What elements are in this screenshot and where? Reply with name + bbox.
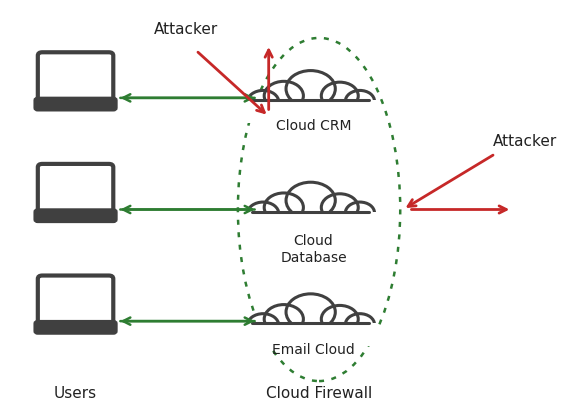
Circle shape — [346, 314, 374, 335]
Circle shape — [321, 194, 358, 221]
Bar — [243, 100, 378, 123]
FancyBboxPatch shape — [38, 52, 113, 103]
Circle shape — [321, 305, 358, 333]
Text: Email Cloud: Email Cloud — [272, 343, 355, 357]
Circle shape — [264, 81, 304, 110]
FancyBboxPatch shape — [38, 276, 113, 326]
Circle shape — [286, 182, 335, 219]
Circle shape — [247, 202, 279, 225]
FancyBboxPatch shape — [36, 210, 115, 221]
Bar — [243, 323, 378, 346]
FancyBboxPatch shape — [36, 99, 115, 109]
Text: Cloud Firewall: Cloud Firewall — [266, 386, 372, 401]
Bar — [243, 212, 378, 234]
Text: Attacker: Attacker — [154, 22, 218, 37]
Circle shape — [346, 91, 374, 112]
Bar — [249, 319, 373, 337]
Circle shape — [286, 294, 335, 330]
Text: Attacker: Attacker — [492, 134, 557, 149]
Circle shape — [346, 202, 374, 224]
FancyBboxPatch shape — [36, 322, 115, 333]
Text: Cloud
Database: Cloud Database — [280, 234, 347, 264]
Circle shape — [264, 305, 304, 334]
Bar — [249, 96, 373, 114]
Circle shape — [247, 91, 279, 114]
Circle shape — [264, 193, 304, 222]
Circle shape — [286, 70, 335, 107]
Circle shape — [321, 82, 358, 109]
Text: Cloud CRM: Cloud CRM — [276, 119, 351, 133]
FancyBboxPatch shape — [38, 164, 113, 214]
Circle shape — [247, 314, 279, 337]
Text: Users: Users — [54, 386, 97, 401]
Bar — [249, 208, 373, 225]
